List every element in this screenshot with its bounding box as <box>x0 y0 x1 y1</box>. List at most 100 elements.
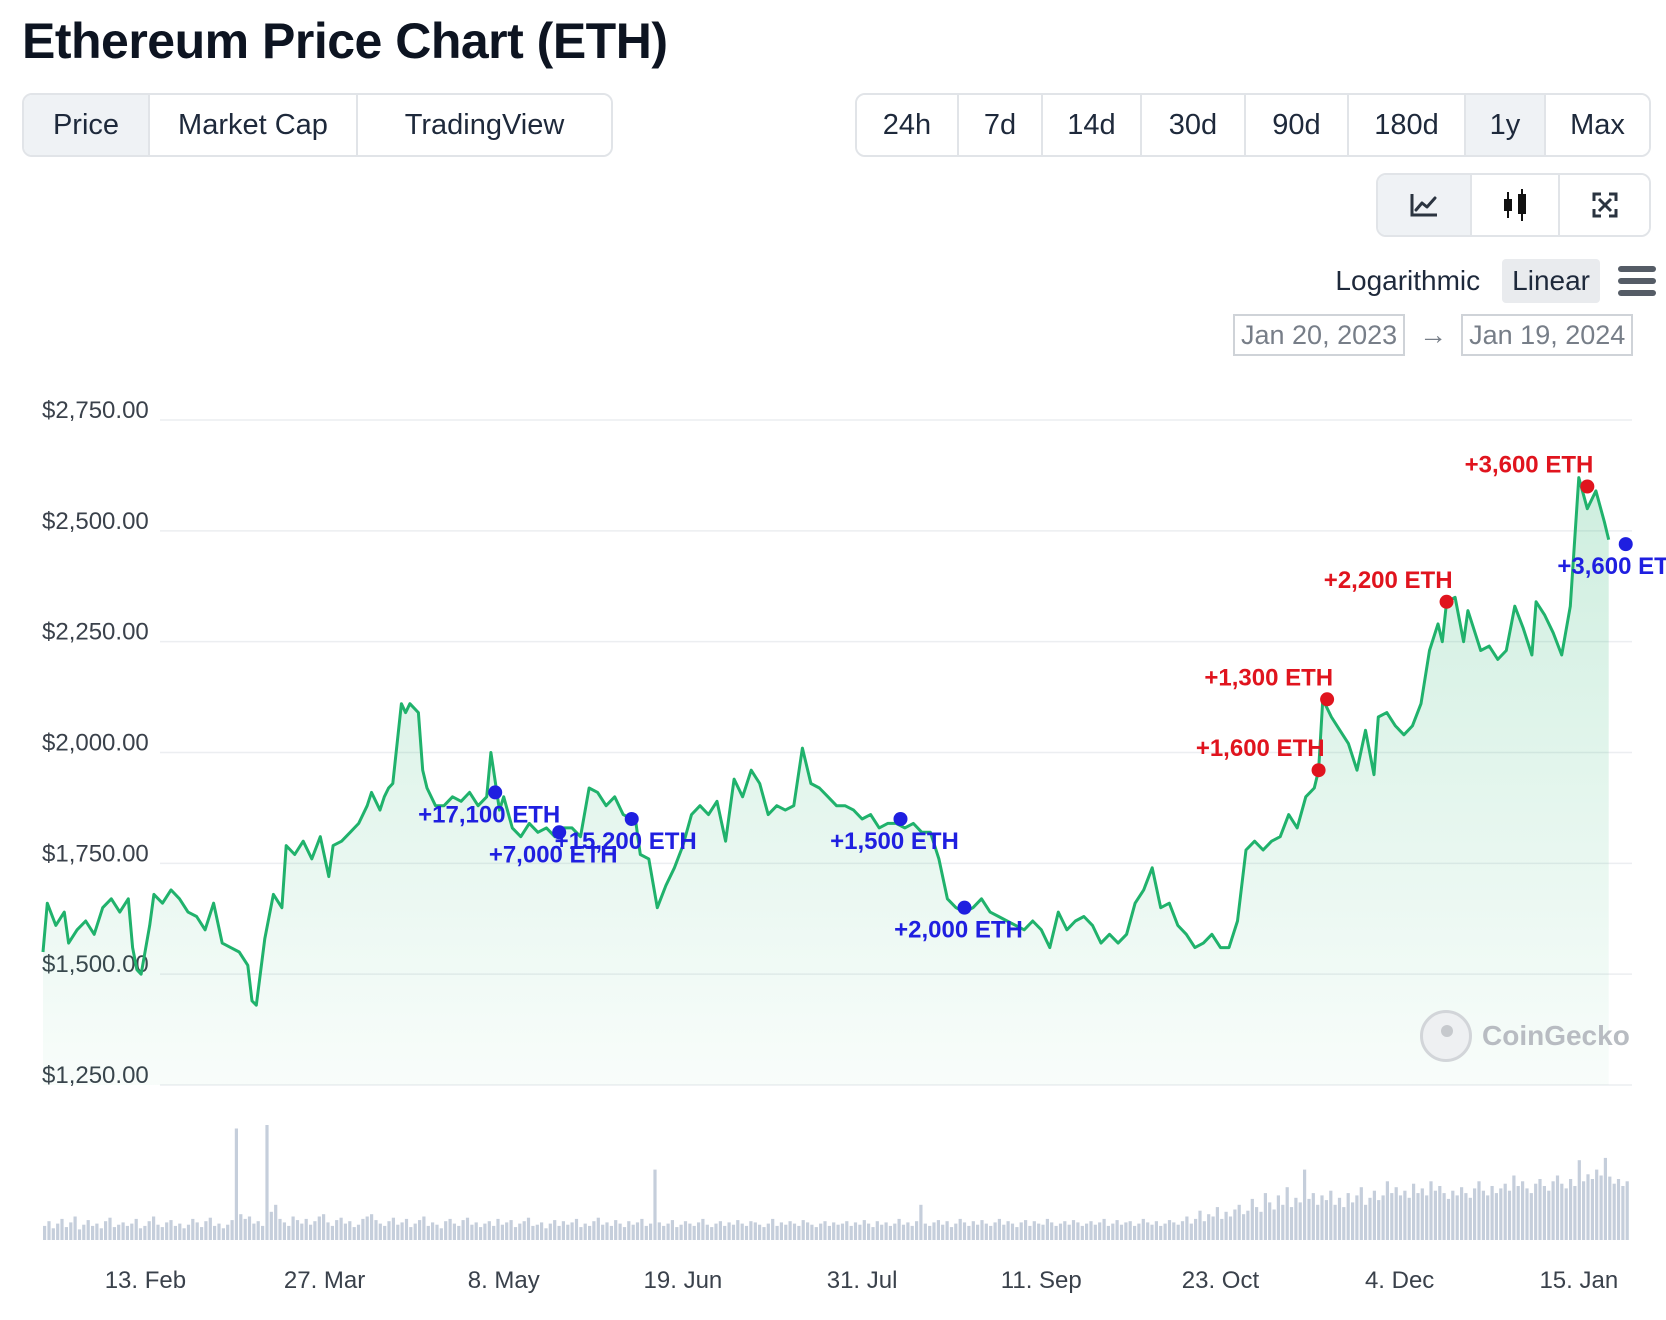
volume-bar <box>317 1216 321 1240</box>
volume-bar <box>1612 1183 1616 1240</box>
trade-marker[interactable] <box>1580 479 1595 494</box>
volume-bar <box>1071 1220 1076 1240</box>
volume-bar <box>247 1216 252 1240</box>
volume-bar <box>592 1221 596 1240</box>
volume-bar <box>391 1217 395 1240</box>
candlestick-button[interactable] <box>1472 175 1560 235</box>
volume-bar <box>1246 1210 1250 1240</box>
range-tabs: 24h 7d 14d 30d 90d 180d 1y Max <box>855 93 1651 157</box>
volume-bar <box>845 1221 849 1240</box>
volume-bar <box>1032 1221 1036 1240</box>
volume-bar <box>409 1227 413 1240</box>
volume-bar <box>980 1220 984 1240</box>
price-area <box>43 477 1609 1086</box>
range-90d[interactable]: 90d <box>1246 95 1349 155</box>
volume-bar <box>1285 1187 1289 1240</box>
volume-bar <box>1167 1220 1172 1240</box>
volume-bar <box>1499 1188 1503 1240</box>
trade-label: +17,100 ETH <box>418 801 560 828</box>
volume-bar <box>1172 1222 1176 1240</box>
line-chart-button[interactable] <box>1378 175 1472 235</box>
volume-bar <box>1028 1225 1032 1240</box>
volume-bar <box>304 1218 308 1240</box>
chart-type-buttons <box>1376 173 1651 237</box>
tab-market-cap[interactable]: Market Cap <box>150 95 358 155</box>
volume-bar <box>326 1222 330 1240</box>
date-range: Jan 20, 2023 → Jan 19, 2024 <box>1233 313 1634 357</box>
volume-bar <box>1141 1218 1145 1240</box>
trade-marker[interactable] <box>552 825 567 840</box>
trade-marker[interactable] <box>1311 763 1326 778</box>
volume-bar <box>683 1221 688 1240</box>
volume-bar <box>670 1220 674 1240</box>
volume-bar <box>928 1225 932 1240</box>
trade-marker[interactable] <box>1618 537 1633 552</box>
trade-marker[interactable] <box>957 900 972 915</box>
trade-label: +1,300 ETH <box>1204 664 1333 691</box>
volume-bar <box>806 1222 810 1240</box>
tab-price[interactable]: Price <box>24 95 150 155</box>
linear-option[interactable]: Linear <box>1502 259 1600 303</box>
volume-bar <box>234 1128 238 1240</box>
range-30d[interactable]: 30d <box>1142 95 1246 155</box>
volume-bar <box>418 1220 422 1240</box>
volume-bar <box>884 1222 888 1240</box>
volume-bar <box>1582 1181 1586 1240</box>
trade-marker[interactable] <box>624 812 639 826</box>
volume-bar <box>849 1225 853 1240</box>
volume-bar <box>1045 1218 1049 1240</box>
volume-bar <box>361 1218 365 1240</box>
volume-bar <box>1507 1190 1512 1240</box>
volume-bar <box>1425 1195 1429 1240</box>
range-1y[interactable]: 1y <box>1466 95 1546 155</box>
volume-bar <box>526 1217 531 1240</box>
logarithmic-option[interactable]: Logarithmic <box>1335 265 1481 296</box>
volume-bar <box>1416 1193 1420 1240</box>
volume-bar <box>945 1221 949 1240</box>
price-chart[interactable]: $2,750.00 $2,500.00 $2,250.00 $2,000.00 $1,7… <box>0 380 1666 1320</box>
trade-marker[interactable] <box>488 785 503 800</box>
range-14d[interactable]: 14d <box>1043 95 1142 155</box>
volume-bar <box>186 1224 191 1240</box>
trade-marker[interactable] <box>893 812 908 826</box>
arrow-right-icon: → <box>1419 319 1448 350</box>
volume-bar <box>1276 1195 1280 1240</box>
volume-bar <box>631 1224 635 1240</box>
volume-bar <box>509 1220 513 1240</box>
range-7d[interactable]: 7d <box>959 95 1043 155</box>
x-axis-labels: 13. Feb 27. Mar 8. May 19. Jun 31. Jul 11. Se… <box>105 1267 1618 1294</box>
range-180d[interactable]: 180d <box>1349 95 1466 155</box>
volume-bar <box>1451 1190 1455 1240</box>
volume-bar <box>662 1225 666 1240</box>
volume-bar <box>404 1218 409 1240</box>
volume-bar <box>1289 1207 1294 1240</box>
volume-bar <box>1189 1223 1193 1240</box>
volume-bar <box>766 1223 770 1240</box>
volume-bar <box>173 1225 177 1240</box>
volume-bar <box>330 1225 334 1240</box>
volume-bar <box>775 1225 779 1240</box>
volume-bar <box>1019 1222 1023 1240</box>
volume-bar <box>1076 1222 1080 1240</box>
range-max[interactable]: Max <box>1546 95 1649 155</box>
volume-bar <box>714 1223 718 1240</box>
trade-marker[interactable] <box>1439 594 1454 609</box>
volume-bar <box>1446 1198 1451 1240</box>
fullscreen-button[interactable] <box>1560 175 1649 235</box>
trade-marker[interactable] <box>1320 692 1335 707</box>
volume-bar <box>435 1224 439 1240</box>
date-from-input[interactable]: Jan 20, 2023 <box>1233 314 1406 356</box>
menu-icon[interactable] <box>1618 266 1656 296</box>
range-24h[interactable]: 24h <box>857 95 959 155</box>
tab-tradingview[interactable]: TradingView <box>358 95 611 155</box>
volume-bar <box>1403 1190 1407 1240</box>
volume-bar <box>1398 1195 1403 1240</box>
volume-bar <box>1468 1197 1472 1240</box>
volume-bar <box>744 1225 749 1240</box>
trade-label: +1,500 ETH <box>830 828 959 855</box>
volume-bar <box>1024 1220 1028 1240</box>
volume-bar <box>997 1218 1001 1240</box>
volume-bar <box>104 1221 108 1240</box>
volume-bar <box>657 1222 661 1240</box>
date-to-input[interactable]: Jan 19, 2024 <box>1461 314 1634 356</box>
